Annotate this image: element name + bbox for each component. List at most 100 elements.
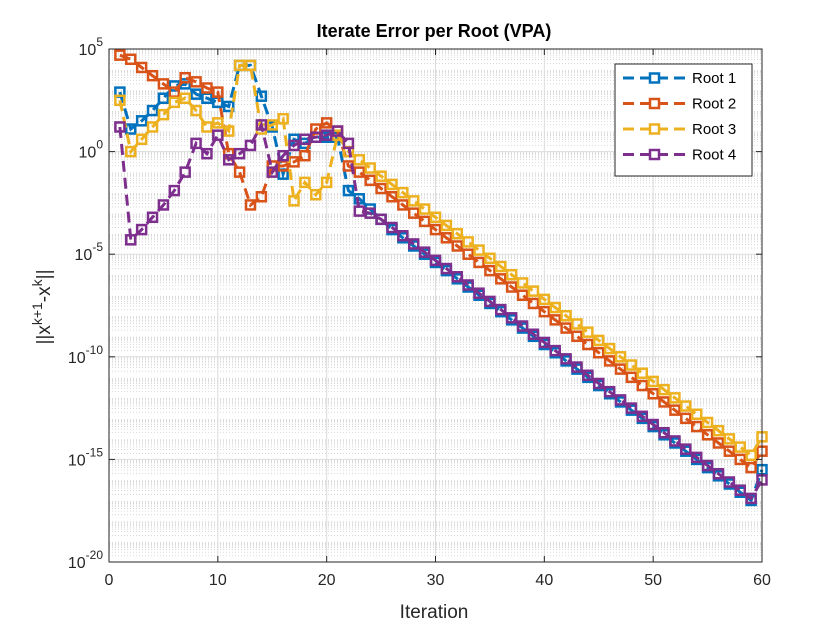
x-tick-label: 20	[318, 572, 336, 589]
data-point	[614, 363, 627, 375]
data-point	[386, 221, 398, 234]
data-point	[407, 207, 420, 219]
data-point	[701, 459, 714, 472]
data-point	[190, 137, 202, 150]
data-point	[734, 453, 746, 466]
data-point	[114, 94, 126, 107]
data-point	[527, 285, 540, 297]
data-point	[712, 468, 725, 480]
data-point	[451, 240, 464, 252]
data-point	[690, 420, 703, 433]
data-point	[723, 476, 736, 488]
data-point	[310, 131, 322, 143]
data-point	[222, 125, 235, 137]
data-point	[135, 223, 148, 236]
data-point	[201, 147, 213, 160]
data-point	[135, 61, 148, 74]
data-point	[516, 277, 529, 289]
data-point	[375, 170, 387, 182]
x-axis-title: Iteration	[400, 602, 469, 623]
data-point	[680, 400, 692, 412]
data-point	[212, 129, 224, 141]
data-point	[125, 53, 137, 66]
data-point	[212, 86, 224, 98]
y-axis-ticks: 105 100 10-5 10-10 10-15 10-20	[68, 35, 762, 572]
data-point	[473, 256, 485, 269]
data-point	[625, 402, 638, 414]
legend-label: Root 2	[692, 96, 736, 113]
legend-label: Root 3	[692, 121, 736, 138]
x-tick-label: 50	[644, 572, 662, 589]
legend: Root 1 Root 2 Root 3 Root 4	[614, 63, 753, 177]
data-point	[146, 121, 159, 133]
data-point	[157, 78, 170, 90]
data-point	[505, 312, 518, 324]
legend-entry: Root 2	[623, 96, 736, 113]
legend-label: Root 1	[692, 70, 736, 87]
data-point	[527, 297, 540, 310]
data-point	[614, 351, 627, 363]
data-point	[560, 353, 572, 365]
data-point	[538, 305, 551, 318]
data-point	[560, 310, 572, 322]
data-point	[495, 260, 507, 273]
data-point	[190, 104, 202, 117]
data-point	[135, 133, 148, 146]
data-point	[375, 182, 387, 195]
legend-label: Root 4	[692, 147, 736, 164]
data-point	[233, 147, 246, 160]
data-point	[429, 211, 442, 224]
data-point	[364, 162, 376, 174]
data-point	[593, 346, 605, 359]
data-point	[538, 336, 551, 349]
data-point	[255, 90, 268, 102]
y-tick-label: 105	[79, 35, 104, 59]
data-point	[266, 119, 278, 131]
data-point	[701, 416, 714, 429]
series-layer	[114, 49, 768, 507]
data-point	[364, 174, 376, 187]
data-point	[353, 166, 366, 178]
data-point	[680, 412, 692, 425]
legend-entry: Root 4	[623, 147, 736, 164]
data-point	[125, 145, 137, 158]
x-tick-label: 0	[105, 572, 114, 589]
data-point	[603, 355, 616, 367]
data-point	[440, 262, 453, 275]
data-point	[179, 71, 191, 84]
data-point	[266, 166, 278, 178]
data-point	[625, 371, 638, 384]
data-point	[168, 86, 181, 98]
data-point	[277, 160, 289, 172]
x-tick-label: 10	[209, 572, 227, 589]
data-point	[582, 326, 594, 338]
data-point	[603, 342, 616, 355]
x-tick-label: 40	[535, 572, 553, 589]
data-point	[495, 303, 507, 316]
legend-entry: Root 3	[623, 121, 736, 138]
data-point	[114, 49, 126, 61]
data-point	[636, 410, 649, 423]
data-point	[157, 92, 170, 104]
data-point	[636, 379, 649, 392]
data-point	[342, 137, 355, 150]
data-point	[125, 234, 137, 246]
data-point	[201, 82, 213, 94]
x-tick-label: 30	[427, 572, 445, 589]
data-point	[473, 287, 485, 299]
data-point	[418, 215, 431, 228]
data-point	[701, 429, 714, 441]
series-4	[114, 119, 768, 505]
y-tick-label: 10-15	[68, 445, 103, 469]
data-point	[135, 115, 148, 127]
series-line	[119, 53, 764, 470]
data-point	[582, 369, 594, 382]
data-point	[429, 254, 442, 267]
data-point	[549, 314, 561, 326]
data-point	[560, 322, 572, 334]
data-point	[712, 424, 725, 437]
data-point	[310, 188, 322, 201]
series-3	[114, 59, 768, 462]
data-point	[549, 301, 561, 314]
data-point	[484, 295, 496, 308]
